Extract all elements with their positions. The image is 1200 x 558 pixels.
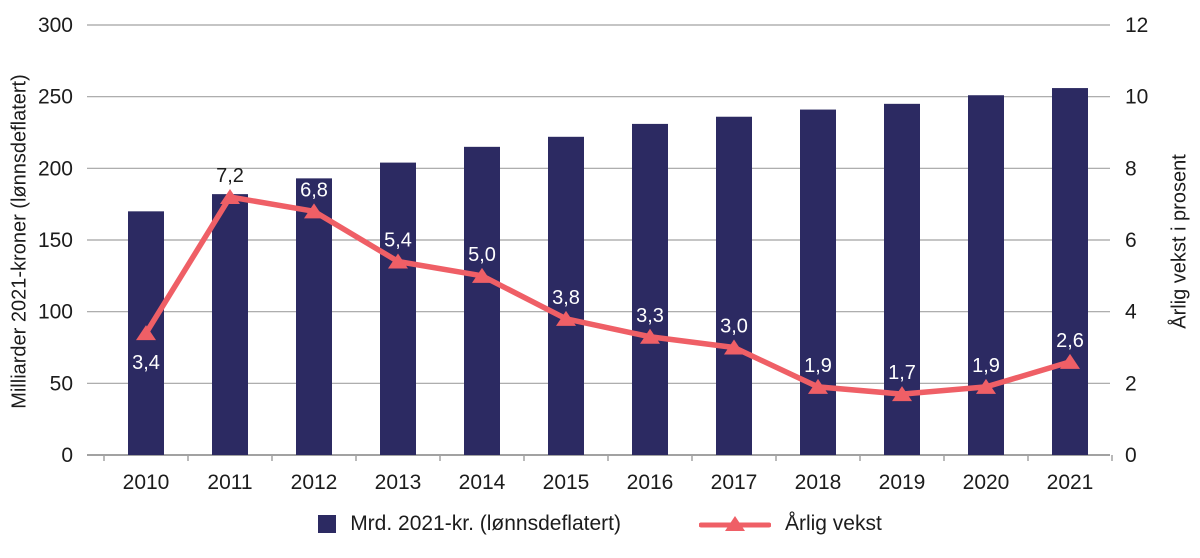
bar-2021 [1052,88,1088,456]
line-point-label: 3,4 [132,352,160,374]
right-axis-tick-label: 4 [1125,301,1137,324]
line-marker-2016 [640,328,660,344]
x-axis-category-label: 2010 [123,471,170,494]
line-point-label: 7,2 [216,165,244,187]
bar-2012 [296,178,332,455]
x-axis-category-label: 2013 [375,471,422,494]
legend-item-line-series: Årlig vekst [698,512,882,536]
chart-plot-canvas: 0 50 100 150 200 250 300 0 2 4 6 8 10 12 2010 2011 2012 2… [38,14,1148,494]
right-axis-title: Årlig vekst i prosent [1168,154,1191,329]
x-axis-category-label: 2014 [459,471,506,494]
line-marker-2012 [304,203,324,219]
right-axis-tick-label: 6 [1125,229,1137,252]
line-marker-2010 [136,325,156,341]
bar-2014 [464,146,500,456]
left-axis-tick-label: 150 [38,229,73,252]
right-axis-tick-label: 8 [1125,157,1137,180]
line-marker-2018 [808,378,828,394]
growth-line [143,194,1073,397]
line-point-label: 6,8 [300,179,328,201]
x-axis-category-label: 2017 [711,471,758,494]
legend-label-line-series: Årlig vekst [784,512,882,535]
line-series-swatch-icon [698,516,771,531]
right-axis-tick-label: 0 [1125,444,1137,467]
line-marker-2017 [724,339,744,355]
line-point-label: 5,0 [468,244,496,266]
bar-2015 [548,136,584,456]
bar-2017 [716,116,752,455]
left-axis-tick-label: 200 [38,157,73,180]
left-axis-tick-label: 0 [61,444,73,467]
line-point-label: 5,4 [384,230,412,252]
line-marker-2015 [556,310,576,326]
line-marker-2019 [892,386,912,402]
line-marker-2013 [388,253,408,269]
line-point-label: 3,3 [636,305,664,327]
bar-2018 [800,109,836,456]
bar-2011 [212,194,248,455]
right-axis-tick-label: 10 [1125,86,1148,109]
left-axis-tick-label: 300 [38,14,73,37]
legend: Mrd. 2021-kr. (lønnsdeflatert) Årlig vek… [0,512,1200,536]
line-marker-2011 [220,189,240,204]
legend-label-bar-series: Mrd. 2021-kr. (lønnsdeflatert) [350,512,621,535]
x-axis-category-label: 2021 [1047,471,1094,494]
line-point-label: 2,6 [1056,330,1084,352]
line-marker-2020 [976,378,996,394]
line-point-label: 1,9 [972,355,1000,377]
bar-2019 [884,103,920,455]
x-axis-category-label: 2012 [291,471,338,494]
line-point-label: 1,7 [888,362,916,384]
left-axis-tick-label: 250 [38,86,73,109]
bar-2016 [632,123,668,456]
x-axis-category-label: 2011 [207,471,252,494]
x-axis-category-label: 2019 [879,471,926,494]
left-axis-tick-label: 50 [50,372,73,395]
bar-series-swatch-icon [318,515,337,533]
x-axis-category-label: 2015 [543,471,590,494]
line-point-label: 3,8 [552,287,580,309]
left-axis-tick-label: 100 [38,301,73,324]
x-axis-category-label: 2016 [627,471,674,494]
line-point-label: 3,0 [720,316,748,338]
legend-item-bar-series: Mrd. 2021-kr. (lønnsdeflatert) [318,512,621,536]
line-marker-2021 [1060,353,1080,369]
right-axis-tick-label: 12 [1125,14,1148,37]
x-axis-category-label: 2020 [963,471,1010,494]
line-marker-2014 [472,267,492,283]
legend-triangle-marker-icon [724,516,745,531]
line-point-label: 1,9 [804,355,832,377]
x-axis-category-label: 2018 [795,471,842,494]
bar-2020 [968,95,1004,455]
bar-2013 [380,162,416,455]
right-axis-tick-label: 2 [1125,372,1137,395]
